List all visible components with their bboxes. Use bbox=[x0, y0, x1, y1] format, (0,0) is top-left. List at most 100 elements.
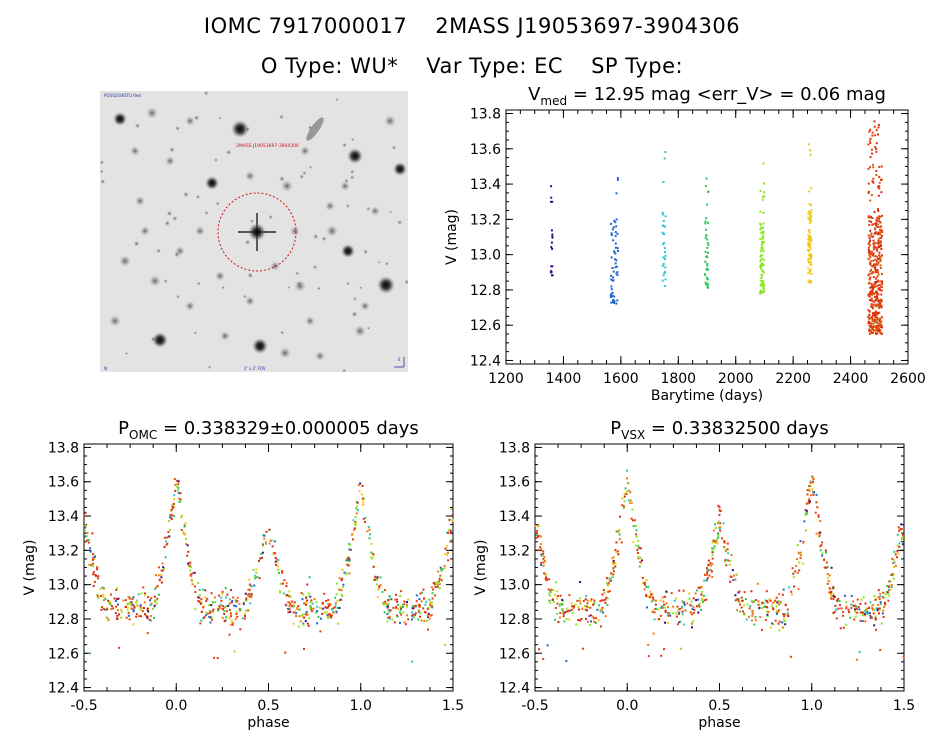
data-point bbox=[811, 488, 814, 491]
data-point bbox=[586, 620, 589, 623]
finder-faint-star bbox=[134, 123, 141, 129]
data-point bbox=[766, 601, 769, 604]
finder-faint-star bbox=[280, 330, 285, 335]
finder-faint-star bbox=[176, 294, 181, 299]
data-point bbox=[284, 603, 287, 606]
data-point bbox=[827, 580, 830, 582]
data-point bbox=[414, 613, 417, 616]
data-point bbox=[731, 569, 734, 572]
data-point bbox=[791, 567, 794, 570]
data-point bbox=[292, 622, 295, 625]
data-point bbox=[198, 600, 201, 603]
data-point bbox=[874, 277, 877, 280]
data-point bbox=[106, 608, 109, 611]
data-point bbox=[868, 140, 871, 143]
data-point bbox=[619, 515, 622, 518]
data-point bbox=[662, 274, 665, 277]
data-point bbox=[872, 322, 875, 325]
data-point bbox=[871, 152, 874, 155]
phase-vsx-panel: PVSX = 0.33832500 days12.412.612.813.013… bbox=[473, 418, 915, 731]
data-point bbox=[875, 174, 878, 176]
data-point bbox=[826, 573, 829, 575]
data-point bbox=[340, 589, 343, 592]
data-point bbox=[807, 212, 810, 215]
data-point bbox=[872, 612, 875, 615]
data-point bbox=[875, 255, 878, 258]
data-point bbox=[874, 241, 876, 244]
data-point bbox=[877, 330, 880, 332]
data-point bbox=[328, 613, 331, 616]
data-point bbox=[426, 608, 429, 611]
data-point bbox=[862, 596, 865, 599]
data-point bbox=[354, 516, 357, 519]
data-point bbox=[337, 587, 340, 590]
data-point bbox=[872, 304, 875, 307]
data-point bbox=[93, 580, 96, 583]
finder-faint-star bbox=[345, 281, 350, 286]
data-point bbox=[611, 267, 614, 269]
data-point bbox=[664, 278, 667, 281]
data-point bbox=[601, 593, 604, 596]
data-point bbox=[876, 275, 879, 278]
data-point bbox=[232, 596, 235, 599]
data-point bbox=[711, 576, 714, 578]
data-point bbox=[590, 598, 593, 601]
data-point bbox=[647, 655, 650, 658]
data-point bbox=[808, 229, 811, 232]
data-point bbox=[759, 259, 762, 262]
data-point bbox=[383, 601, 386, 604]
data-point bbox=[663, 272, 666, 274]
data-point bbox=[164, 556, 167, 559]
data-point bbox=[165, 540, 167, 543]
data-point bbox=[657, 608, 660, 611]
data-point bbox=[892, 559, 895, 561]
data-point bbox=[900, 523, 903, 526]
data-point bbox=[428, 617, 431, 620]
data-point bbox=[815, 532, 818, 535]
data-point bbox=[100, 608, 103, 611]
data-point bbox=[751, 614, 754, 617]
data-point bbox=[872, 242, 875, 245]
finder-faint-star bbox=[99, 169, 104, 174]
x-tick-label: -0.5 bbox=[521, 698, 548, 714]
data-point bbox=[327, 605, 330, 608]
data-point bbox=[879, 243, 882, 246]
data-point bbox=[386, 605, 389, 608]
data-point bbox=[750, 590, 753, 593]
data-point bbox=[443, 565, 446, 567]
data-point bbox=[437, 570, 440, 573]
data-point bbox=[869, 329, 872, 332]
data-point bbox=[764, 605, 767, 608]
data-point bbox=[766, 615, 769, 618]
data-point bbox=[744, 598, 747, 600]
data-point bbox=[821, 552, 824, 555]
data-point bbox=[877, 271, 879, 274]
data-point bbox=[290, 600, 293, 603]
data-point bbox=[295, 612, 298, 615]
finder-faint-star bbox=[342, 368, 347, 373]
finder-faint-star bbox=[204, 210, 209, 216]
data-point bbox=[704, 185, 707, 188]
data-point bbox=[763, 289, 766, 292]
data-point bbox=[387, 608, 390, 611]
data-point bbox=[847, 611, 850, 614]
data-point bbox=[732, 579, 735, 582]
data-point bbox=[880, 298, 883, 301]
data-point bbox=[109, 602, 112, 605]
data-point bbox=[242, 602, 245, 605]
data-point bbox=[171, 507, 174, 510]
data-point bbox=[623, 492, 626, 495]
data-point bbox=[867, 215, 870, 218]
data-point bbox=[734, 578, 737, 581]
data-point bbox=[384, 602, 386, 605]
data-point bbox=[652, 632, 655, 635]
data-point bbox=[94, 555, 96, 558]
data-point bbox=[787, 614, 790, 617]
data-point bbox=[761, 262, 764, 265]
data-point bbox=[117, 597, 120, 600]
data-point bbox=[612, 561, 615, 564]
data-point bbox=[878, 237, 881, 240]
data-point bbox=[101, 586, 104, 589]
data-point bbox=[723, 540, 726, 543]
data-point bbox=[418, 604, 421, 607]
